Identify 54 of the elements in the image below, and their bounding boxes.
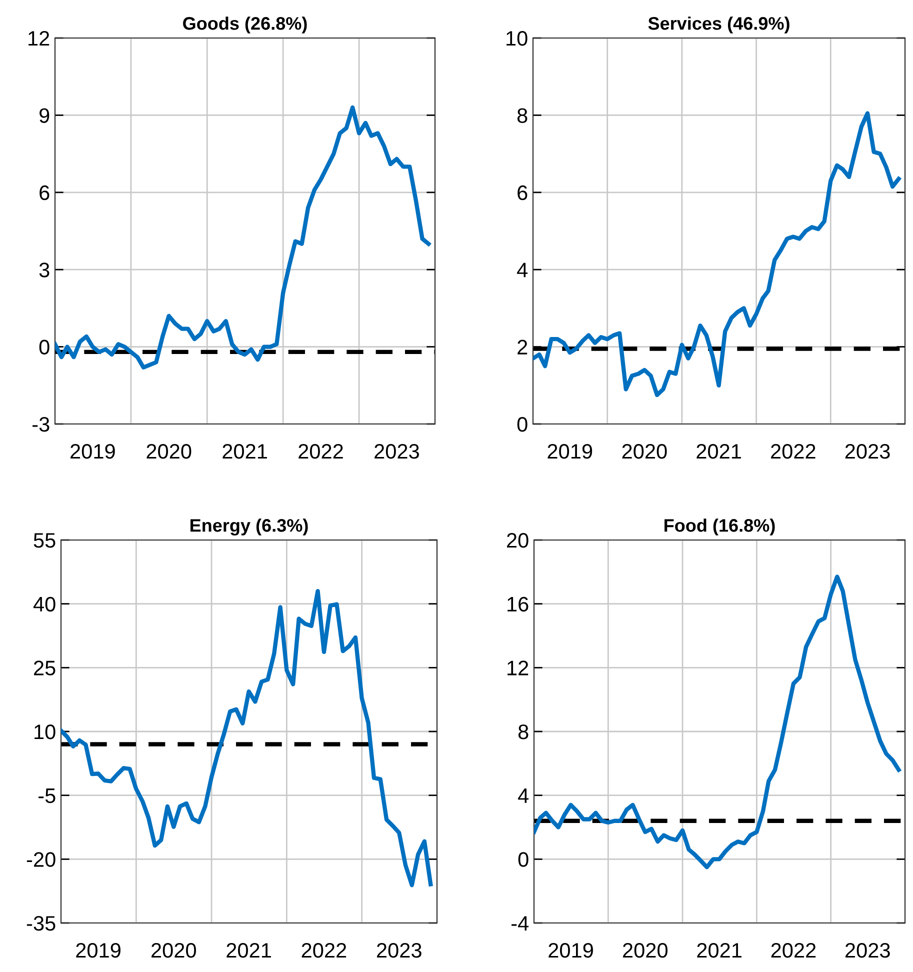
chart-title: Goods (26.8%) [183,16,307,34]
x-tick-label: 2023 [374,444,419,459]
y-tick-label: 10 [34,724,56,740]
y-tick-label: 25 [34,660,56,676]
x-tick-label: 2023 [376,942,422,958]
x-tick-label: 2021 [697,942,742,958]
y-tick-label: 12 [28,31,50,46]
line-series [55,105,431,370]
x-tick-label: 2023 [845,942,890,958]
x-tick-label: 2021 [696,444,741,459]
x-tick-label: 2020 [152,942,196,958]
y-tick-label: 0 [518,852,528,867]
x-tick-label: 2020 [146,444,192,459]
line-series [534,574,901,870]
y-tick-label: 2 [518,340,528,354]
y-tick-label: -3 [32,417,50,432]
y-tick-label: 12 [508,660,528,676]
x-tick-label: 2019 [70,444,115,459]
line-series [533,111,901,398]
x-tick-label: 2020 [622,444,667,459]
y-tick-label: 0 [39,340,50,355]
y-tick-label: -5 [38,788,56,804]
x-tick-label: 2022 [298,444,343,459]
y-tick-label: 4 [518,788,529,803]
chart-title: Food (16.8%) [664,518,775,536]
y-tick-label: 55 [34,533,56,548]
y-tick-label: 8 [518,724,528,740]
line-series [61,588,433,888]
y-tick-label: 16 [508,596,528,612]
y-tick-label: 20 [507,533,528,548]
x-tick-label: 2019 [76,942,120,958]
x-tick-label: 2019 [548,942,593,958]
x-tick-label: 2020 [623,942,668,958]
y-tick-label: 10 [506,31,528,46]
y-tick-label: 0 [517,417,528,432]
y-tick-label: 3 [39,262,50,278]
chart-title: Energy (6.3%) [190,518,308,536]
y-tick-label: 4 [517,262,528,278]
x-tick-label: 2022 [771,444,816,459]
x-tick-label: 2023 [845,444,890,459]
y-tick-label: 9 [40,108,50,123]
y-tick-label: 8 [517,108,528,123]
y-tick-label: 6 [40,185,50,200]
y-tick-label: 40 [33,596,56,612]
y-tick-label: 6 [518,185,528,200]
chart-title: Services (46.9%) [648,16,790,34]
x-tick-label: 2022 [302,942,346,958]
y-tick-label: -4 [512,916,529,931]
y-tick-label: -35 [26,916,56,931]
y-tick-label: -20 [26,852,56,867]
x-tick-label: 2022 [771,942,816,958]
x-tick-label: 2019 [548,444,592,459]
x-tick-label: 2021 [222,444,267,459]
x-tick-label: 2021 [226,942,271,958]
